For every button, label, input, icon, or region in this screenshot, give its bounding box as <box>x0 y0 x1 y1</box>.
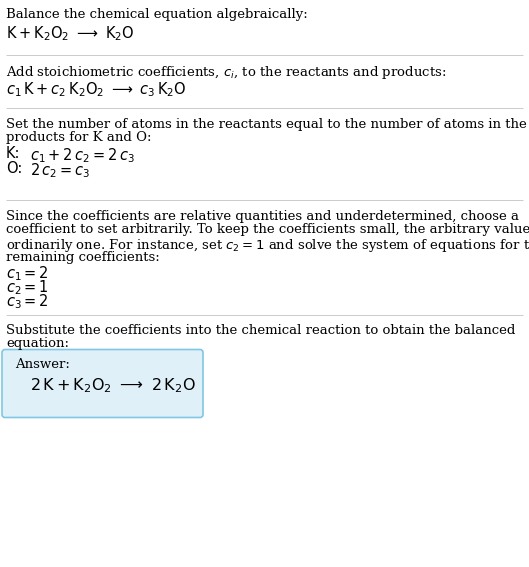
Text: Set the number of atoms in the reactants equal to the number of atoms in the: Set the number of atoms in the reactants… <box>6 118 527 131</box>
Text: Answer:: Answer: <box>15 358 70 371</box>
Text: equation:: equation: <box>6 337 69 350</box>
Text: $\mathrm{2\,K + K_2O_2 \ \longrightarrow \ 2\,K_2O}$: $\mathrm{2\,K + K_2O_2 \ \longrightarrow… <box>30 376 196 395</box>
Text: remaining coefficients:: remaining coefficients: <box>6 251 160 264</box>
Text: $c_2 = 1$: $c_2 = 1$ <box>6 278 49 297</box>
Text: $c_1 = 2$: $c_1 = 2$ <box>6 264 49 283</box>
Text: Add stoichiometric coefficients, $c_i$, to the reactants and products:: Add stoichiometric coefficients, $c_i$, … <box>6 64 446 81</box>
FancyBboxPatch shape <box>2 349 203 417</box>
Text: Balance the chemical equation algebraically:: Balance the chemical equation algebraica… <box>6 8 308 21</box>
Text: Since the coefficients are relative quantities and underdetermined, choose a: Since the coefficients are relative quan… <box>6 210 519 223</box>
Text: O:: O: <box>6 161 22 176</box>
Text: Substitute the coefficients into the chemical reaction to obtain the balanced: Substitute the coefficients into the che… <box>6 324 515 337</box>
Text: coefficient to set arbitrarily. To keep the coefficients small, the arbitrary va: coefficient to set arbitrarily. To keep … <box>6 223 529 236</box>
Text: $c_1\,\mathrm{K} + c_2\,\mathrm{K_2O_2} \ \longrightarrow \ c_3\,\mathrm{K_2O}$: $c_1\,\mathrm{K} + c_2\,\mathrm{K_2O_2} … <box>6 80 187 99</box>
Text: products for K and O:: products for K and O: <box>6 131 151 144</box>
Text: $c_1 + 2\,c_2 = 2\,c_3$: $c_1 + 2\,c_2 = 2\,c_3$ <box>30 146 135 164</box>
Text: ordinarily one. For instance, set $c_2 = 1$ and solve the system of equations fo: ordinarily one. For instance, set $c_2 =… <box>6 237 529 254</box>
Text: $2\,c_2 = c_3$: $2\,c_2 = c_3$ <box>30 161 90 180</box>
Text: $c_3 = 2$: $c_3 = 2$ <box>6 293 49 311</box>
Text: $\mathrm{K + K_2O_2 \ \longrightarrow \ K_2O}$: $\mathrm{K + K_2O_2 \ \longrightarrow \ … <box>6 24 134 43</box>
Text: K:: K: <box>6 146 21 161</box>
